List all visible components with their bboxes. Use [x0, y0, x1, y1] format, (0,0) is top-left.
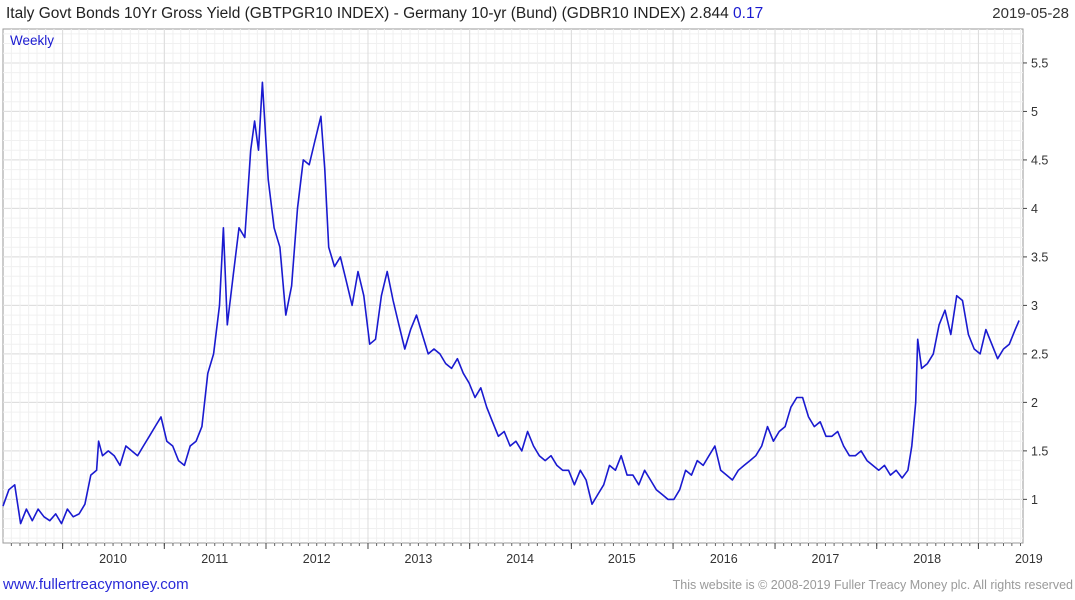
site-link[interactable]: www.fullertreacymoney.com — [3, 576, 189, 593]
last-change-value: 0.17 — [733, 5, 764, 22]
x-tick-label: 2011 — [201, 552, 228, 566]
y-tick-label: 4.5 — [1031, 153, 1048, 167]
x-tick-label: 2015 — [608, 552, 636, 566]
x-tick-label: 2017 — [812, 552, 840, 566]
y-tick-label: 5 — [1031, 105, 1038, 119]
x-tick-label: 2013 — [405, 552, 433, 566]
period-label: Weekly — [10, 33, 54, 48]
x-tick-label: 2018 — [913, 552, 941, 566]
chart-title: Italy Govt Bonds 10Yr Gross Yield (GBTPG… — [6, 5, 763, 23]
y-tick-label: 5.5 — [1031, 56, 1048, 70]
y-tick-label: 1 — [1031, 493, 1038, 507]
y-tick-label: 3.5 — [1031, 250, 1048, 264]
y-tick-label: 4 — [1031, 202, 1038, 216]
x-tick-label: 2010 — [99, 552, 127, 566]
y-tick-label: 2.5 — [1031, 347, 1048, 361]
x-tick-label: 2016 — [710, 552, 738, 566]
series-line — [2, 81, 1020, 525]
y-tick-label: 2 — [1031, 396, 1038, 410]
y-tick-label: 1.5 — [1031, 444, 1048, 458]
x-tick-label: 2012 — [303, 552, 331, 566]
copyright-notice: This website is © 2008-2019 Fuller Treac… — [672, 578, 1073, 592]
x-tick-label: 2014 — [506, 552, 534, 566]
chart-date: 2019-05-28 — [992, 5, 1069, 22]
x-tick-label: 2019 — [1015, 552, 1043, 566]
chart-title-text: Italy Govt Bonds 10Yr Gross Yield (GBTPG… — [6, 5, 729, 22]
y-tick-label: 3 — [1031, 299, 1038, 313]
